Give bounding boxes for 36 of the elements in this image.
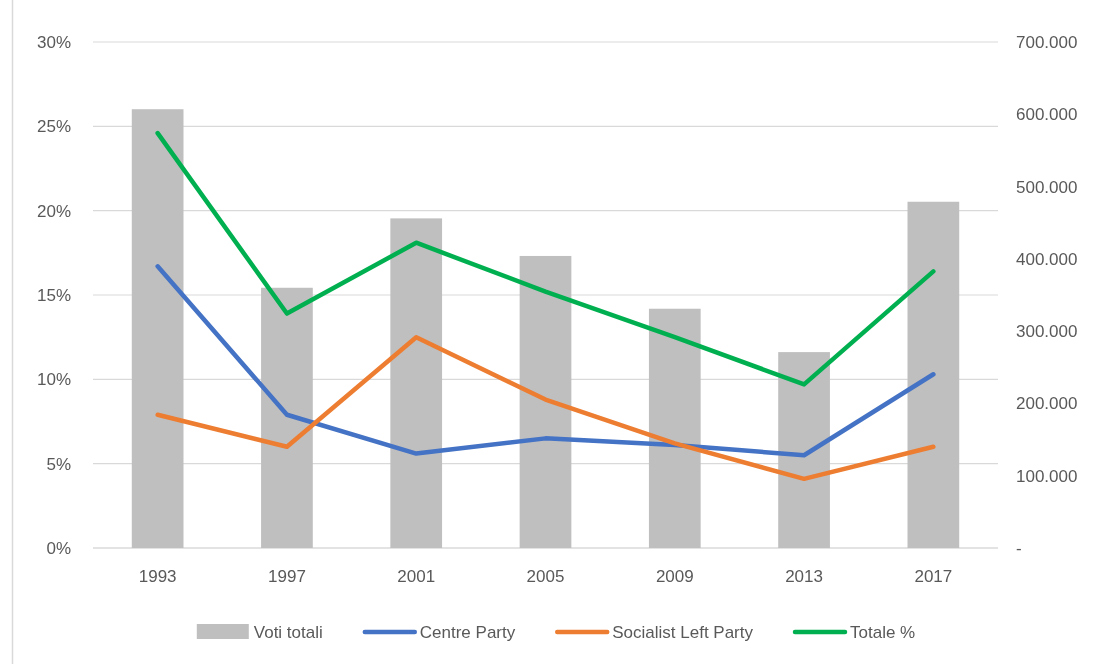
x-tick-label: 2001 bbox=[397, 567, 436, 587]
y-tick-label: 10% bbox=[36, 370, 71, 390]
legend-label: Socialist Left Party bbox=[612, 622, 754, 642]
x-tick-label: 2009 bbox=[655, 567, 694, 587]
bar bbox=[390, 218, 443, 548]
x-tick-label: 1997 bbox=[268, 567, 306, 587]
y2-tick-label: 200.000 bbox=[1016, 394, 1078, 414]
x-tick-label: 1993 bbox=[138, 567, 177, 587]
line-series bbox=[155, 130, 936, 387]
line-series bbox=[155, 334, 936, 482]
y-tick-label: 20% bbox=[36, 201, 71, 221]
bar bbox=[519, 255, 572, 548]
y2-tick-label: 700.000 bbox=[1016, 32, 1078, 52]
bar bbox=[131, 109, 184, 548]
y2-tick-label: 500.000 bbox=[1016, 177, 1078, 197]
y-tick-label: 0% bbox=[46, 538, 71, 558]
legend-label: Centre Party bbox=[419, 622, 516, 642]
legend-label: Voti totali bbox=[253, 622, 323, 642]
bar bbox=[778, 352, 830, 548]
y2-tick-label: 400.000 bbox=[1016, 249, 1078, 269]
y-tick-label: 30% bbox=[36, 32, 71, 52]
y2-tick-label: 100.000 bbox=[1016, 466, 1078, 486]
y-tick-label: 25% bbox=[36, 117, 71, 137]
bar bbox=[907, 201, 960, 548]
y-tick-label: 15% bbox=[36, 285, 71, 305]
y2-tick-label: 600.000 bbox=[1016, 105, 1078, 125]
legend-label: Totale % bbox=[850, 622, 916, 642]
line-series bbox=[155, 264, 936, 458]
y2-tick-label: 300.000 bbox=[1016, 322, 1078, 342]
x-tick-label: 2013 bbox=[785, 567, 823, 587]
y-tick-label: 5% bbox=[46, 454, 71, 474]
bar bbox=[648, 308, 701, 548]
x-tick-label: 2017 bbox=[914, 567, 953, 587]
x-tick-label: 2005 bbox=[526, 567, 565, 587]
y2-tick-label: - bbox=[1016, 538, 1022, 558]
bar bbox=[261, 287, 313, 548]
